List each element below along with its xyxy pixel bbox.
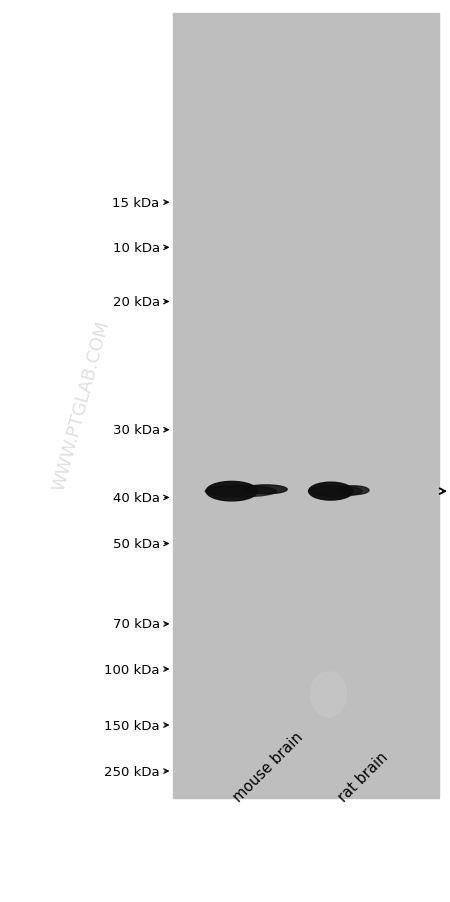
Text: WWW.PTGLAB.COM: WWW.PTGLAB.COM bbox=[50, 318, 112, 493]
Text: 150 kDa: 150 kDa bbox=[104, 719, 160, 732]
Ellipse shape bbox=[244, 485, 287, 494]
Text: mouse brain: mouse brain bbox=[230, 729, 306, 805]
Text: 50 kDa: 50 kDa bbox=[112, 538, 160, 550]
Ellipse shape bbox=[309, 486, 362, 497]
Text: 40 kDa: 40 kDa bbox=[113, 492, 160, 504]
Text: rat brain: rat brain bbox=[336, 750, 392, 805]
Text: 250 kDa: 250 kDa bbox=[104, 765, 160, 778]
Text: 30 kDa: 30 kDa bbox=[112, 424, 160, 437]
Bar bbox=[173, 14, 439, 798]
Text: 20 kDa: 20 kDa bbox=[112, 296, 160, 308]
Text: 70 kDa: 70 kDa bbox=[112, 618, 160, 630]
Ellipse shape bbox=[309, 483, 353, 501]
Text: 10 kDa: 10 kDa bbox=[112, 242, 160, 254]
Text: 100 kDa: 100 kDa bbox=[104, 663, 160, 676]
Ellipse shape bbox=[310, 672, 346, 717]
Ellipse shape bbox=[206, 482, 257, 502]
Ellipse shape bbox=[338, 486, 369, 495]
Text: 15 kDa: 15 kDa bbox=[112, 197, 160, 209]
Ellipse shape bbox=[205, 486, 276, 497]
